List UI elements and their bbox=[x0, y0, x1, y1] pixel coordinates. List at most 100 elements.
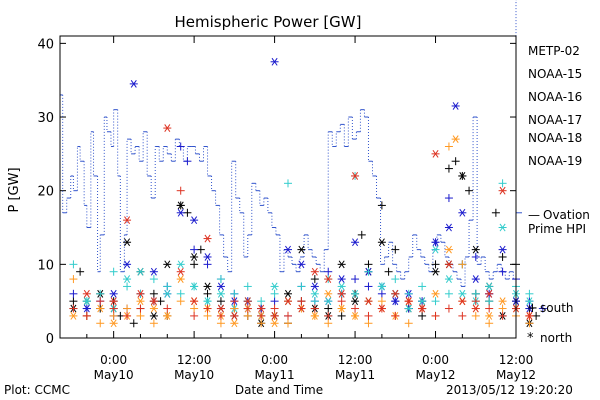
north-point-noaa-18 bbox=[96, 304, 105, 313]
north-point-noaa-18 bbox=[163, 312, 172, 320]
south-point-noaa-18 bbox=[243, 311, 252, 320]
north-point-noaa-18 bbox=[136, 297, 145, 306]
north-point-noaa-16 bbox=[444, 275, 453, 283]
north-point-noaa-15 bbox=[109, 289, 118, 298]
north-point-noaa-15 bbox=[498, 245, 507, 254]
south-point-noaa-16 bbox=[418, 282, 427, 291]
south-point-noaa-15 bbox=[498, 267, 507, 276]
north-point-noaa-16 bbox=[377, 282, 386, 291]
legend-south-label: south bbox=[540, 301, 574, 315]
north-point-noaa-18 bbox=[351, 312, 360, 320]
south-point-noaa-19 bbox=[243, 304, 252, 313]
south-point-noaa-19 bbox=[458, 311, 467, 320]
north-point-metp-02 bbox=[190, 253, 199, 261]
legend-north-label: north bbox=[540, 331, 572, 345]
south-point-noaa-19 bbox=[444, 304, 453, 313]
south-point-metp-02 bbox=[310, 275, 319, 284]
south-point-noaa-19 bbox=[310, 304, 319, 313]
south-point-noaa-18 bbox=[284, 319, 292, 328]
north-point-noaa-16 bbox=[136, 267, 145, 276]
north-point-noaa-19 bbox=[458, 297, 467, 306]
north-point-noaa-15 bbox=[190, 216, 199, 225]
south-point-noaa-16 bbox=[404, 289, 413, 298]
north-point-noaa-15 bbox=[431, 238, 440, 247]
north-point-noaa-15 bbox=[310, 282, 319, 291]
south-point-noaa-18 bbox=[377, 297, 386, 306]
south-point-metp-02 bbox=[190, 260, 199, 269]
north-point-noaa-15 bbox=[149, 267, 158, 276]
south-point-noaa-16 bbox=[109, 267, 118, 276]
north-point-noaa-15 bbox=[82, 304, 91, 313]
north-point-metp-02 bbox=[149, 312, 158, 320]
north-point-noaa-19 bbox=[404, 297, 413, 306]
south-point-noaa-19 bbox=[136, 304, 145, 313]
south-point-noaa-16 bbox=[297, 282, 306, 291]
legend-ovation-dash: — bbox=[528, 208, 540, 222]
south-point-metp-02 bbox=[532, 311, 541, 320]
y-tick-label-4: 40 bbox=[37, 37, 54, 52]
north-point-noaa-16 bbox=[203, 297, 212, 306]
north-point-noaa-19 bbox=[431, 149, 440, 158]
north-point-noaa-16 bbox=[123, 275, 132, 283]
south-point-metp-02 bbox=[491, 208, 500, 217]
north-point-noaa-16 bbox=[163, 289, 172, 298]
north-point-noaa-18 bbox=[69, 312, 78, 320]
north-point-noaa-18 bbox=[270, 319, 279, 328]
north-point-metp-02 bbox=[431, 267, 440, 276]
south-point-metp-02 bbox=[384, 267, 393, 276]
south-point-noaa-19 bbox=[109, 304, 118, 313]
south-point-noaa-18 bbox=[444, 142, 453, 151]
x-tick-date-2: May11 bbox=[255, 368, 295, 382]
north-point-noaa-19 bbox=[230, 312, 239, 320]
south-point-metp-02 bbox=[357, 230, 366, 239]
north-point-noaa-19 bbox=[216, 304, 225, 313]
south-point-noaa-18 bbox=[485, 319, 494, 328]
north-point-noaa-16 bbox=[324, 297, 333, 306]
north-point-noaa-19 bbox=[444, 260, 453, 269]
south-point-noaa-19 bbox=[230, 297, 239, 306]
south-point-metp-02 bbox=[337, 311, 346, 320]
north-point-noaa-19 bbox=[270, 312, 279, 320]
north-point-noaa-18 bbox=[444, 245, 453, 254]
south-point-noaa-19 bbox=[471, 297, 480, 306]
north-point-noaa-19 bbox=[485, 289, 494, 298]
south-point-noaa-16 bbox=[176, 289, 185, 298]
south-point-noaa-18 bbox=[123, 304, 132, 313]
legend: METP-02 NOAA-15 NOAA-16 NOAA-17 NOAA-18 … bbox=[527, 44, 590, 346]
north-point-noaa-15 bbox=[525, 304, 534, 313]
south-point-noaa-16 bbox=[69, 260, 78, 269]
north-point-noaa-15 bbox=[297, 260, 306, 269]
south-point-noaa-15 bbox=[69, 289, 78, 298]
north-point-noaa-15 bbox=[471, 275, 480, 283]
north-point-noaa-19 bbox=[123, 216, 132, 225]
north-point-noaa-19 bbox=[418, 304, 427, 313]
north-point-noaa-18 bbox=[109, 319, 118, 328]
south-point-noaa-16 bbox=[216, 275, 225, 284]
data-points bbox=[69, 57, 547, 328]
north-point-noaa-19 bbox=[176, 267, 185, 276]
south-point-noaa-18 bbox=[203, 311, 212, 320]
north-point-noaa-18 bbox=[176, 275, 185, 283]
north-point-noaa-15 bbox=[176, 208, 185, 217]
south-point-noaa-19 bbox=[351, 304, 360, 313]
north-point-noaa-16 bbox=[176, 260, 185, 269]
south-point-noaa-15 bbox=[176, 142, 185, 151]
south-point-noaa-15 bbox=[364, 282, 373, 291]
south-point-metp-02 bbox=[69, 297, 78, 306]
y-axis-label: P [GW] bbox=[7, 167, 22, 212]
south-point-noaa-16 bbox=[498, 179, 507, 188]
south-point-noaa-18 bbox=[96, 319, 105, 328]
north-point-noaa-18 bbox=[337, 304, 346, 313]
south-point-noaa-18 bbox=[498, 304, 507, 313]
south-point-noaa-19 bbox=[297, 297, 306, 306]
north-point-noaa-15 bbox=[129, 79, 138, 88]
north-point-noaa-18 bbox=[431, 289, 440, 298]
north-point-noaa-16 bbox=[310, 289, 319, 298]
north-point-noaa-19 bbox=[471, 304, 480, 313]
south-point-noaa-16 bbox=[444, 289, 453, 298]
north-point-metp-02 bbox=[377, 238, 386, 247]
south-point-noaa-16 bbox=[243, 282, 252, 291]
north-point-noaa-19 bbox=[149, 297, 158, 306]
north-point-noaa-16 bbox=[190, 282, 199, 291]
